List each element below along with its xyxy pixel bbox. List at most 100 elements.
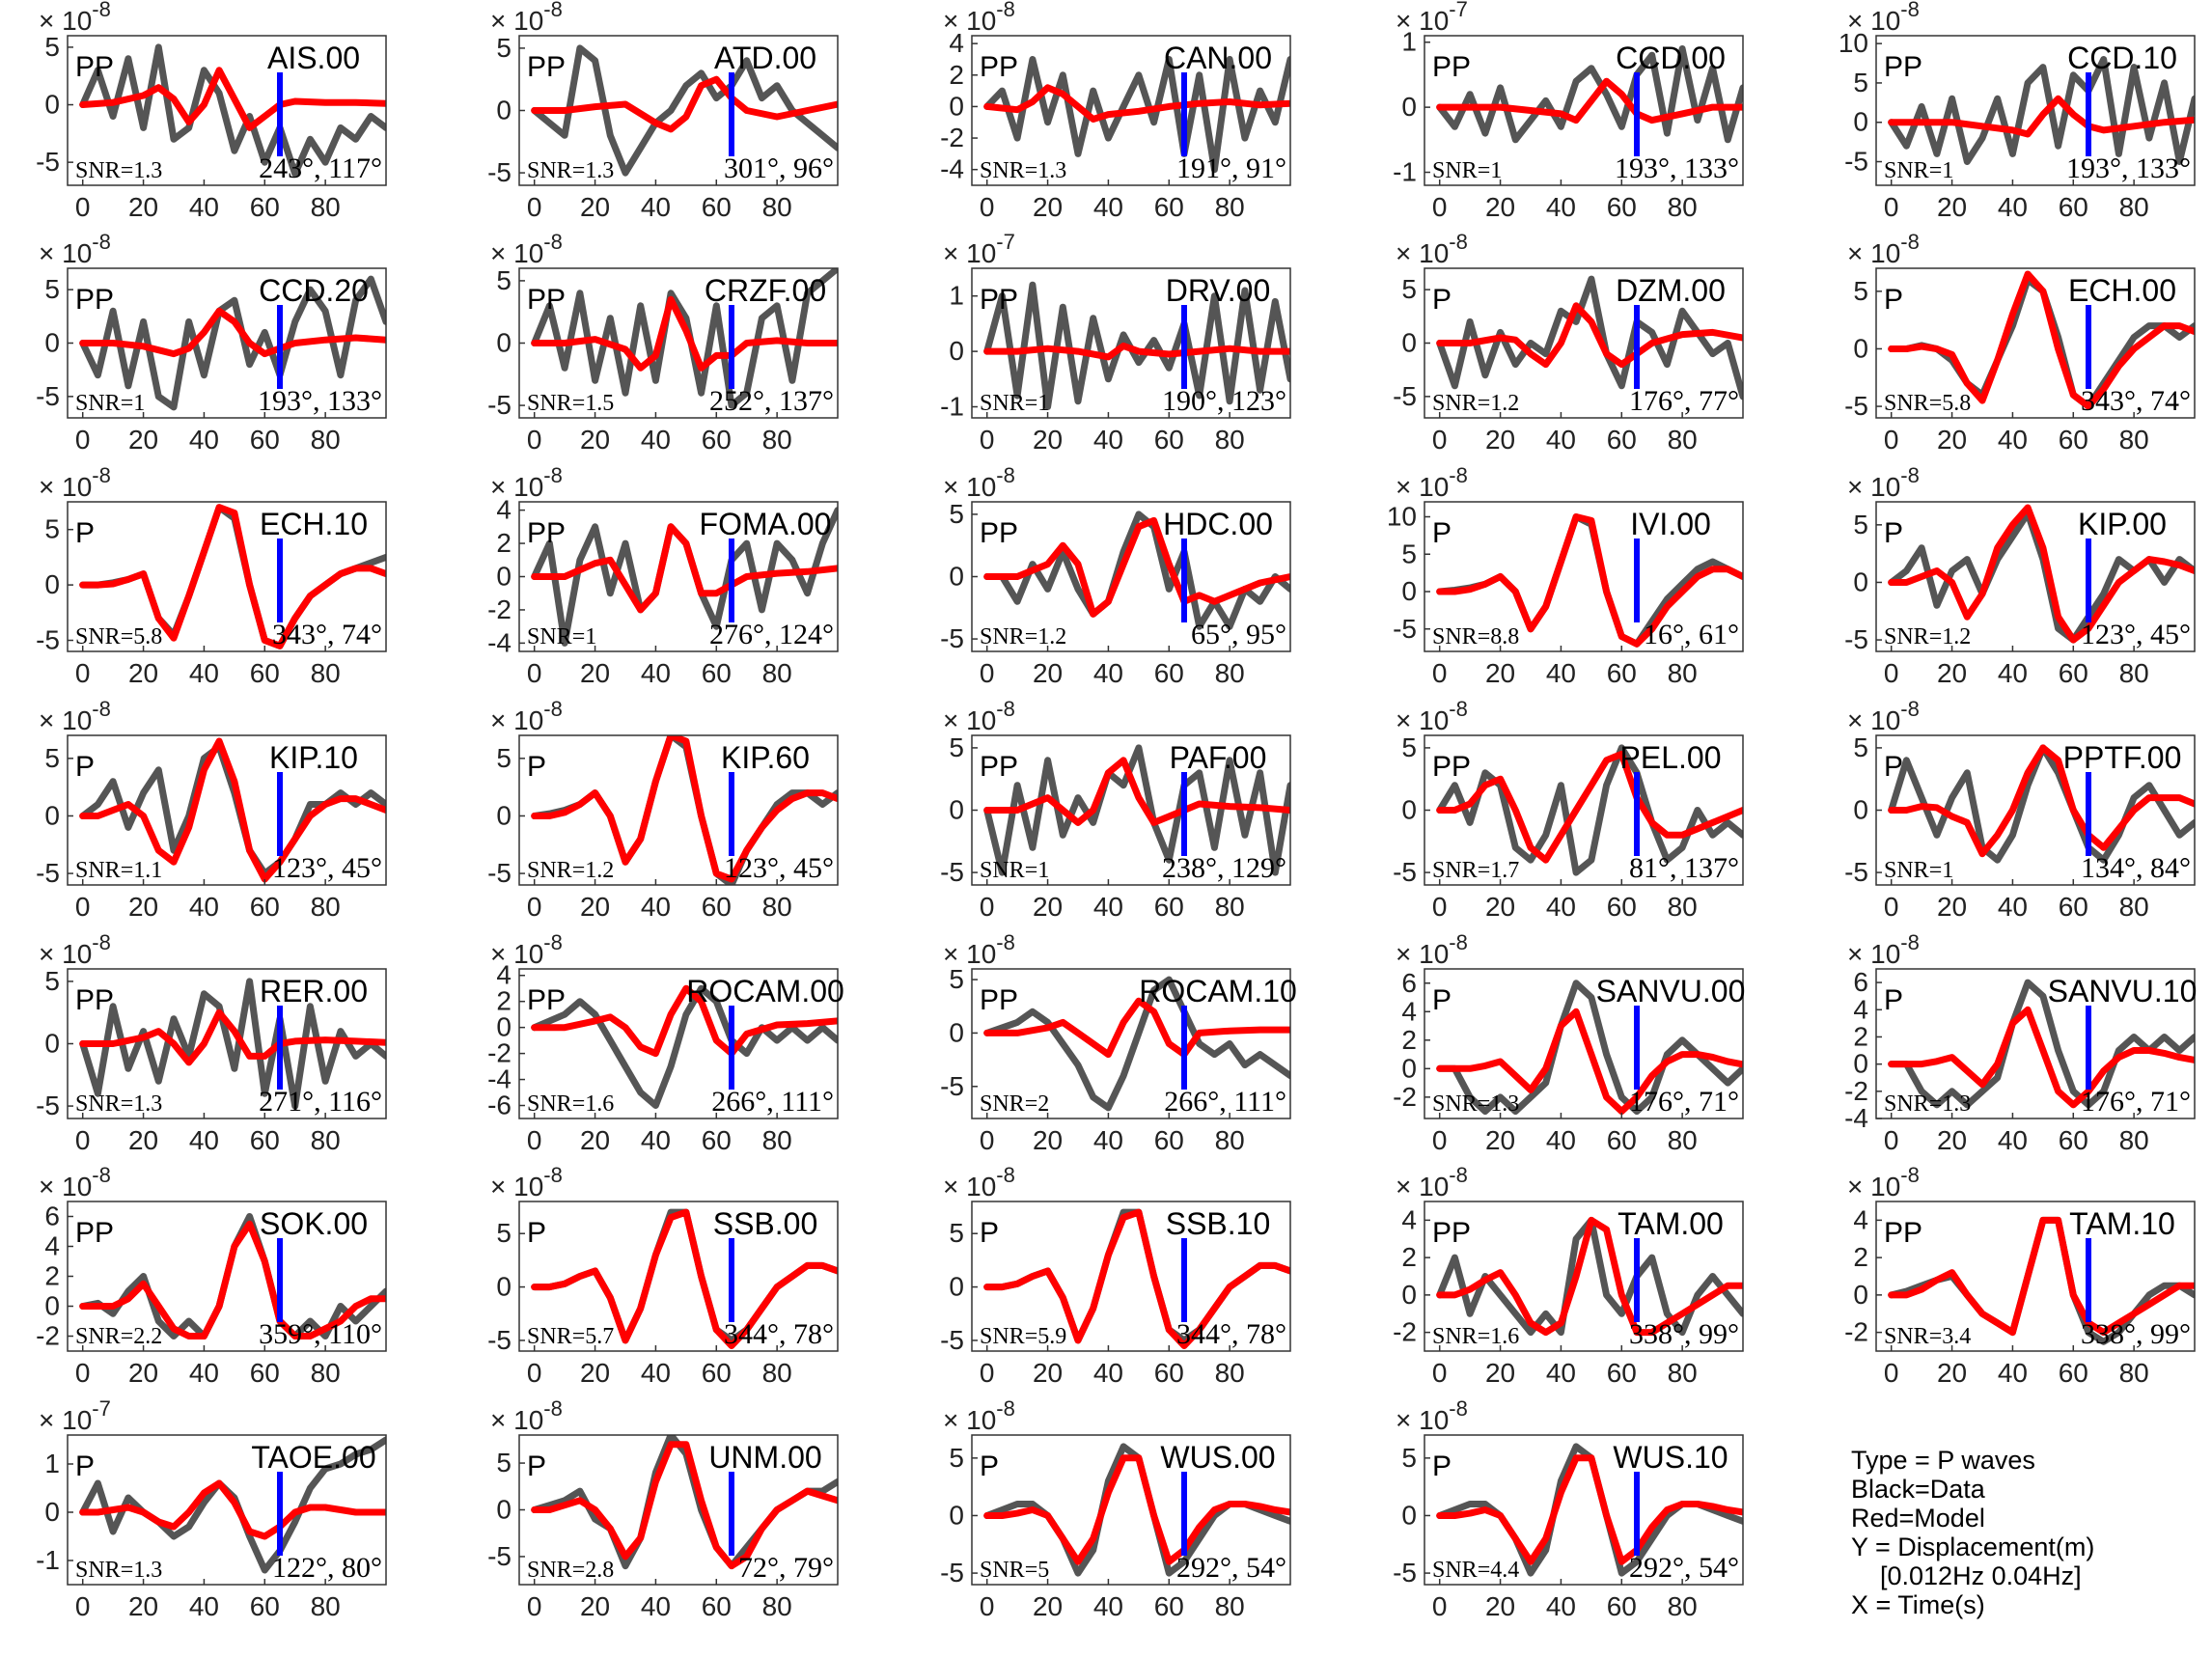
phase-label: P <box>527 751 546 783</box>
snr-label: SNR=1.1 <box>75 858 162 883</box>
x-tick-label: 20 <box>580 1125 610 1155</box>
phase-label: P <box>1884 284 1903 316</box>
series-group <box>1436 275 1743 400</box>
x-tick-label: 40 <box>1998 658 2028 688</box>
x-tick-label: 40 <box>641 192 671 222</box>
station-label: SSB.00 <box>713 1206 818 1241</box>
y-tick-label: -1 <box>36 1545 60 1575</box>
x-tick-label: 0 <box>980 1591 995 1621</box>
phase-label: PP <box>980 751 1018 783</box>
panel-ATD.00: -5 0 5 0 20 40 60 80 × 10-8 PP ATD.00 SNR=1.3 301°, … <box>487 0 839 222</box>
x-tick-label: 20 <box>580 192 610 222</box>
model-trace <box>79 737 386 883</box>
y-tick-label: -5 <box>487 1325 512 1355</box>
y-tick-label: 5 <box>496 33 512 63</box>
station-label: SOK.00 <box>260 1206 368 1241</box>
y-tick-label: 5 <box>1853 68 1868 97</box>
y-tick-label: 4 <box>44 1231 60 1261</box>
series-group <box>1888 56 2195 165</box>
x-tick-label: 40 <box>189 1125 219 1155</box>
azimuth-label: 266°, 111° <box>711 1086 834 1118</box>
x-tick-label: 40 <box>189 1358 219 1388</box>
x-tick-label: 0 <box>980 1358 995 1388</box>
y-tick-label: 0 <box>44 1497 60 1527</box>
axes-box <box>1875 267 2196 419</box>
x-tick-label: 80 <box>1668 1591 1698 1621</box>
model-trace <box>531 984 838 1058</box>
station-label: CCD.20 <box>259 273 369 308</box>
phase-label: PP <box>75 1217 114 1249</box>
panel-CCD.20: -5 0 5 0 20 40 60 80 × 10-8 PP CCD.20 SNR=1 193°, 13… <box>36 230 387 455</box>
model-trace <box>983 997 1290 1059</box>
x-tick-label: 80 <box>1215 1591 1245 1621</box>
series-group <box>983 976 1290 1112</box>
x-tick-label: 0 <box>980 1125 995 1155</box>
x-tick-label: 40 <box>1998 892 2028 922</box>
snr-label: SNR=1 <box>527 624 596 649</box>
panel-ROCAM.10: -5 0 5 0 20 40 60 80 × 10-8 PP ROCAM.10 SNR=2 266°, … <box>940 930 1297 1155</box>
x-tick-label: 60 <box>2059 1358 2088 1388</box>
model-trace <box>1436 513 1743 648</box>
station-label: HDC.00 <box>1163 507 1273 541</box>
x-tick-label: 80 <box>762 1591 792 1621</box>
snr-label: SNR=1.6 <box>527 1091 614 1117</box>
axes-box <box>971 1434 1291 1586</box>
x-tick-label: 0 <box>1432 892 1448 922</box>
y-exponent-label: × 10-8 <box>1396 463 1468 502</box>
x-tick-label: 80 <box>1215 892 1245 922</box>
data-trace <box>531 984 838 1109</box>
station-label: TAOE.00 <box>251 1440 375 1475</box>
x-tick-label: 40 <box>641 658 671 688</box>
y-tick-label: -2 <box>36 1321 60 1351</box>
station-label: UNM.00 <box>708 1440 821 1475</box>
station-label: RER.00 <box>260 974 368 1008</box>
y-tick-label: 5 <box>1853 510 1868 539</box>
azimuth-label: 301°, 96° <box>724 152 834 184</box>
phase-label: PP <box>527 517 566 549</box>
y-exponent-label: × 10-8 <box>1847 0 1920 36</box>
x-tick-label: 60 <box>2059 192 2088 222</box>
series-group <box>79 1213 386 1339</box>
series-group <box>1888 744 2195 864</box>
x-tick-label: 80 <box>2119 192 2149 222</box>
y-exponent-label: × 10-8 <box>39 230 111 268</box>
azimuth-label: 344°, 78° <box>1176 1318 1286 1350</box>
x-tick-label: 40 <box>1546 1358 1576 1388</box>
phase-label: PP <box>527 51 566 83</box>
y-tick-label: 0 <box>44 90 60 120</box>
x-tick-label: 60 <box>1607 658 1637 688</box>
y-exponent-label: × 10-8 <box>490 1396 563 1435</box>
panel-CRZF.00: -5 0 5 0 20 40 60 80 × 10-8 PP CRZF.00 SNR=1.5 252°,… <box>487 230 839 455</box>
x-tick-label: 40 <box>641 425 671 455</box>
axes-box <box>67 734 387 886</box>
x-tick-label: 60 <box>2059 425 2088 455</box>
station-label: ECH.00 <box>2068 273 2176 308</box>
y-tick-label: -4 <box>487 1064 512 1094</box>
panel-DZM.00: -5 0 5 0 20 40 60 80 × 10-8 P DZM.00 SNR=1.2 176°, 7… <box>1393 230 1744 455</box>
data-trace <box>531 44 838 177</box>
y-tick-label: 0 <box>1853 795 1868 825</box>
snr-label: SNR=5 <box>980 1558 1049 1583</box>
x-tick-label: 40 <box>1093 658 1123 688</box>
panel-ECH.10: -5 0 5 0 20 40 60 80 × 10-8 P ECH.10 SNR=5.8 343°, 7… <box>36 463 387 688</box>
x-tick-label: 60 <box>250 1358 280 1388</box>
figure-legend: Type = P waves Black=Data Red=Model Y = … <box>1851 1446 2198 1619</box>
y-tick-label: -5 <box>1844 857 1868 887</box>
x-tick-label: 0 <box>1432 658 1448 688</box>
y-tick-label: 0 <box>1401 1053 1417 1083</box>
phase-label: PP <box>75 984 114 1016</box>
panel-HDC.00: -5 0 5 0 20 40 60 80 × 10-8 PP HDC.00 SNR=1.2 65°, 9… <box>940 463 1291 688</box>
y-exponent-label: × 10-8 <box>1847 463 1920 502</box>
snr-label: SNR=1.2 <box>980 624 1066 649</box>
x-tick-label: 60 <box>702 1125 732 1155</box>
azimuth-label: 65°, 95° <box>1191 619 1286 650</box>
azimuth-label: 243°, 117° <box>259 152 382 184</box>
y-tick-label: 6 <box>1401 968 1417 998</box>
snr-label: SNR=1.2 <box>527 858 614 883</box>
x-tick-label: 60 <box>1607 425 1637 455</box>
x-tick-label: 80 <box>762 1358 792 1388</box>
y-tick-label: 4 <box>1853 994 1868 1024</box>
model-trace <box>1888 1006 2195 1109</box>
x-tick-label: 60 <box>1154 658 1184 688</box>
